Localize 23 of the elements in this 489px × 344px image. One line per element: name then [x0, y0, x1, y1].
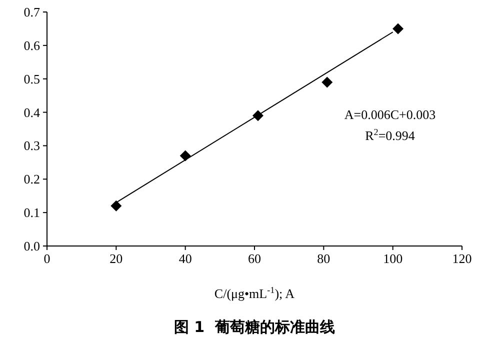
x-tick-label: 0 [44, 251, 50, 266]
annotation: A=0.006C+0.003 [344, 107, 436, 122]
x-tick-label: 60 [248, 251, 261, 266]
y-tick-label: 0.2 [24, 172, 40, 187]
y-tick-label: 0.6 [24, 38, 40, 53]
y-tick-label: 0.0 [24, 238, 40, 254]
y-tick-label: 0.7 [24, 4, 40, 20]
annotation: R$^{2}$=0.994 [365, 127, 416, 143]
x-tick-label: 80 [317, 251, 330, 266]
y-tick-label: 0.4 [24, 104, 40, 120]
x-tick-label: 100 [383, 251, 403, 266]
y-tick-label: 0.1 [24, 205, 40, 220]
x-axis-title: C/(μg•mL$^{-1}$); A [214, 285, 296, 301]
y-tick-label: 0.3 [24, 138, 40, 154]
x-tick-label: 120 [452, 251, 472, 266]
point [322, 76, 333, 88]
point [110, 200, 122, 212]
text: 图 1 葡萄糖的标准曲线 [174, 318, 336, 336]
x-tick-label: 40 [178, 251, 192, 266]
point [180, 150, 191, 162]
x-tick-label: 20 [110, 251, 123, 266]
y-tick-label: 0.5 [24, 71, 40, 86]
point [392, 23, 404, 34]
